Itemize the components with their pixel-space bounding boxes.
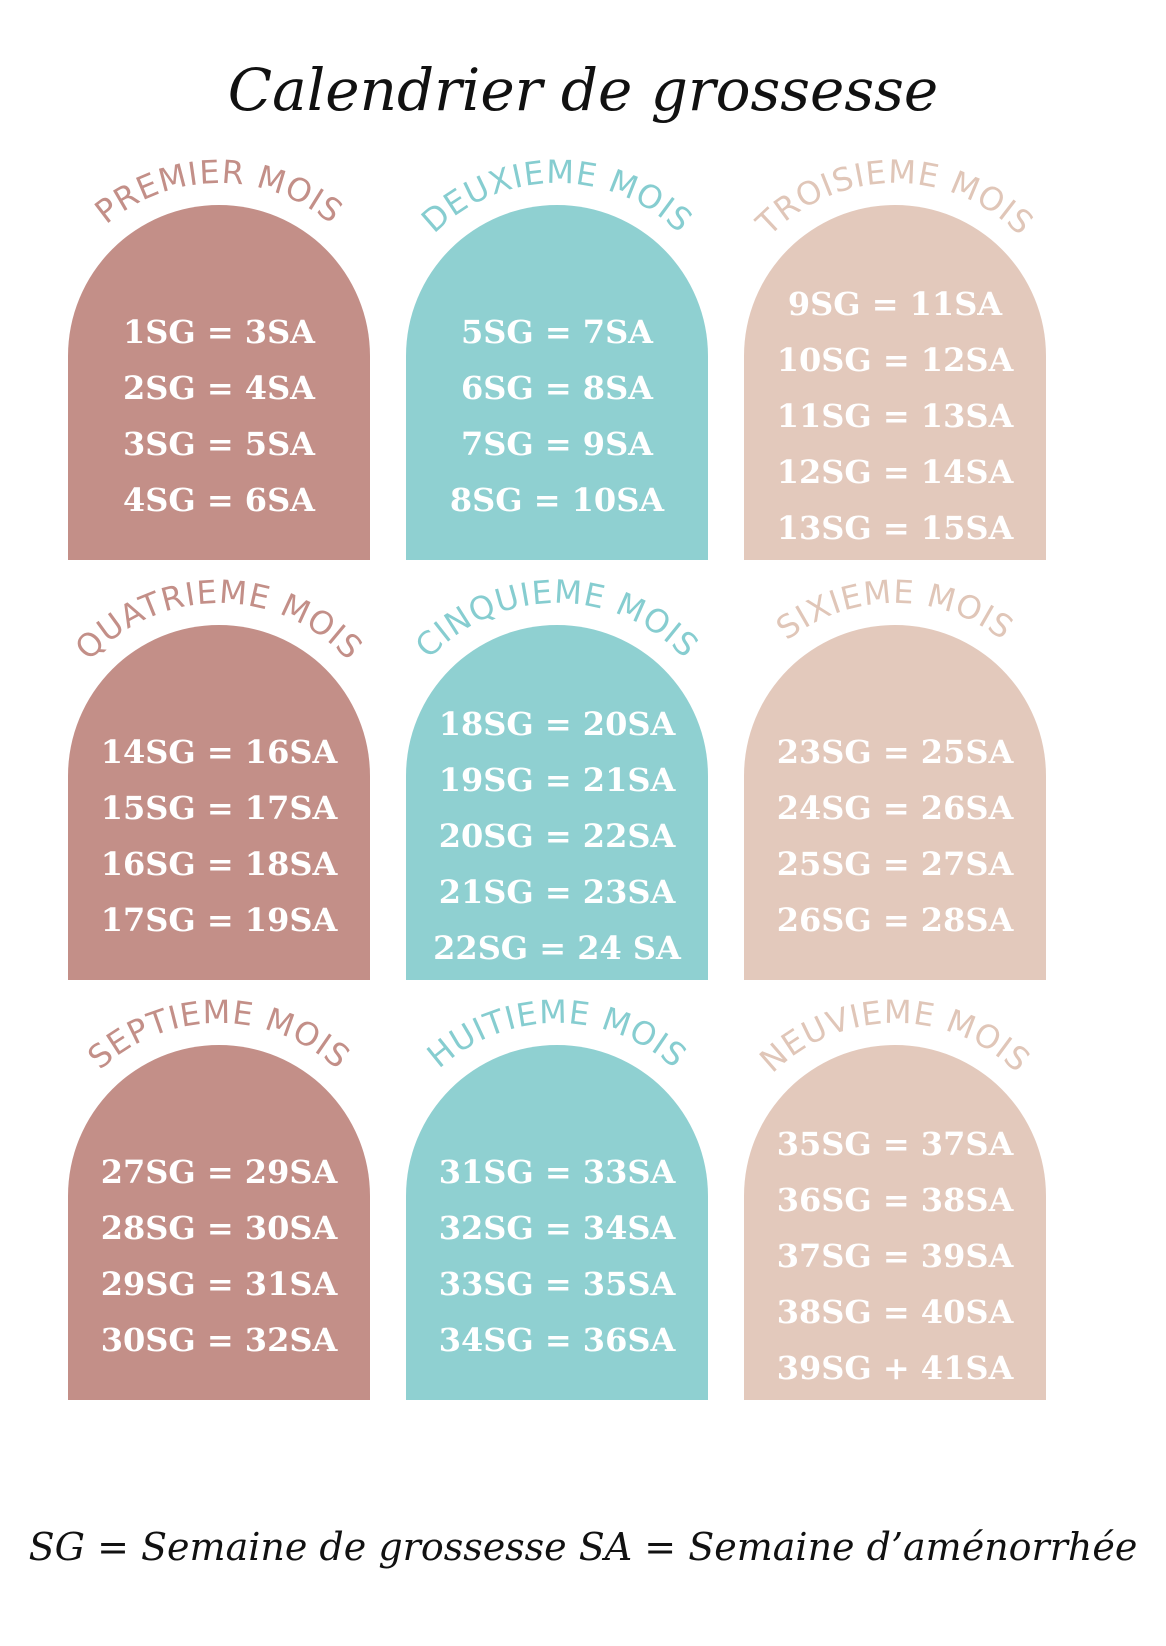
week-line: 34SG = 36SA [439, 1321, 677, 1359]
arch [406, 1045, 708, 1400]
week-line: 39SG + 41SA [777, 1349, 1015, 1387]
week-line: 16SG = 18SA [101, 845, 339, 883]
week-line: 1SG = 3SA [123, 313, 316, 351]
week-line: 9SG = 11SA [788, 285, 1003, 323]
week-line: 25SG = 27SA [777, 845, 1015, 883]
week-line: 3SG = 5SA [123, 425, 316, 463]
arch [68, 625, 370, 980]
week-line: 23SG = 25SA [777, 733, 1015, 771]
week-line: 37SG = 39SA [777, 1237, 1015, 1275]
week-line: 20SG = 22SA [439, 817, 677, 855]
week-line: 29SG = 31SA [101, 1265, 339, 1303]
week-line: 36SG = 38SA [777, 1181, 1015, 1219]
footer: SG = Semaine de grossesse SA = Semaine d… [29, 1525, 1138, 1569]
week-line: 38SG = 40SA [777, 1293, 1015, 1331]
week-line: 19SG = 21SA [439, 761, 677, 799]
week-line: 4SG = 6SA [123, 481, 316, 519]
week-line: 8SG = 10SA [450, 481, 665, 519]
week-line: 28SG = 30SA [101, 1209, 339, 1247]
week-line: 27SG = 29SA [101, 1153, 339, 1191]
title: Calendrier de grossesse [228, 56, 938, 124]
week-line: 32SG = 34SA [439, 1209, 677, 1247]
week-line: 15SG = 17SA [101, 789, 339, 827]
week-line: 13SG = 15SA [777, 509, 1015, 547]
arch [406, 625, 708, 980]
week-line: 17SG = 19SA [101, 901, 339, 939]
week-line: 26SG = 28SA [777, 901, 1015, 939]
week-line: 7SG = 9SA [461, 425, 654, 463]
arch [406, 205, 708, 560]
week-line: 35SG = 37SA [777, 1125, 1015, 1163]
week-line: 12SG = 14SA [777, 453, 1015, 491]
week-line: 33SG = 35SA [439, 1265, 677, 1303]
week-line: 10SG = 12SA [777, 341, 1015, 379]
week-line: 18SG = 20SA [439, 705, 677, 743]
week-line: 31SG = 33SA [439, 1153, 677, 1191]
week-line: 6SG = 8SA [461, 369, 654, 407]
arch [744, 625, 1046, 980]
week-line: 11SG = 13SA [777, 397, 1015, 435]
week-line: 22SG = 24 SA [433, 929, 682, 967]
arch [68, 1045, 370, 1400]
arch [744, 1045, 1046, 1400]
arch [68, 205, 370, 560]
week-line: 2SG = 4SA [123, 369, 316, 407]
week-line: 14SG = 16SA [101, 733, 339, 771]
week-line: 5SG = 7SA [461, 313, 654, 351]
week-line: 21SG = 23SA [439, 873, 677, 911]
week-line: 24SG = 26SA [777, 789, 1015, 827]
week-line: 30SG = 32SA [101, 1321, 339, 1359]
arch [744, 205, 1046, 560]
